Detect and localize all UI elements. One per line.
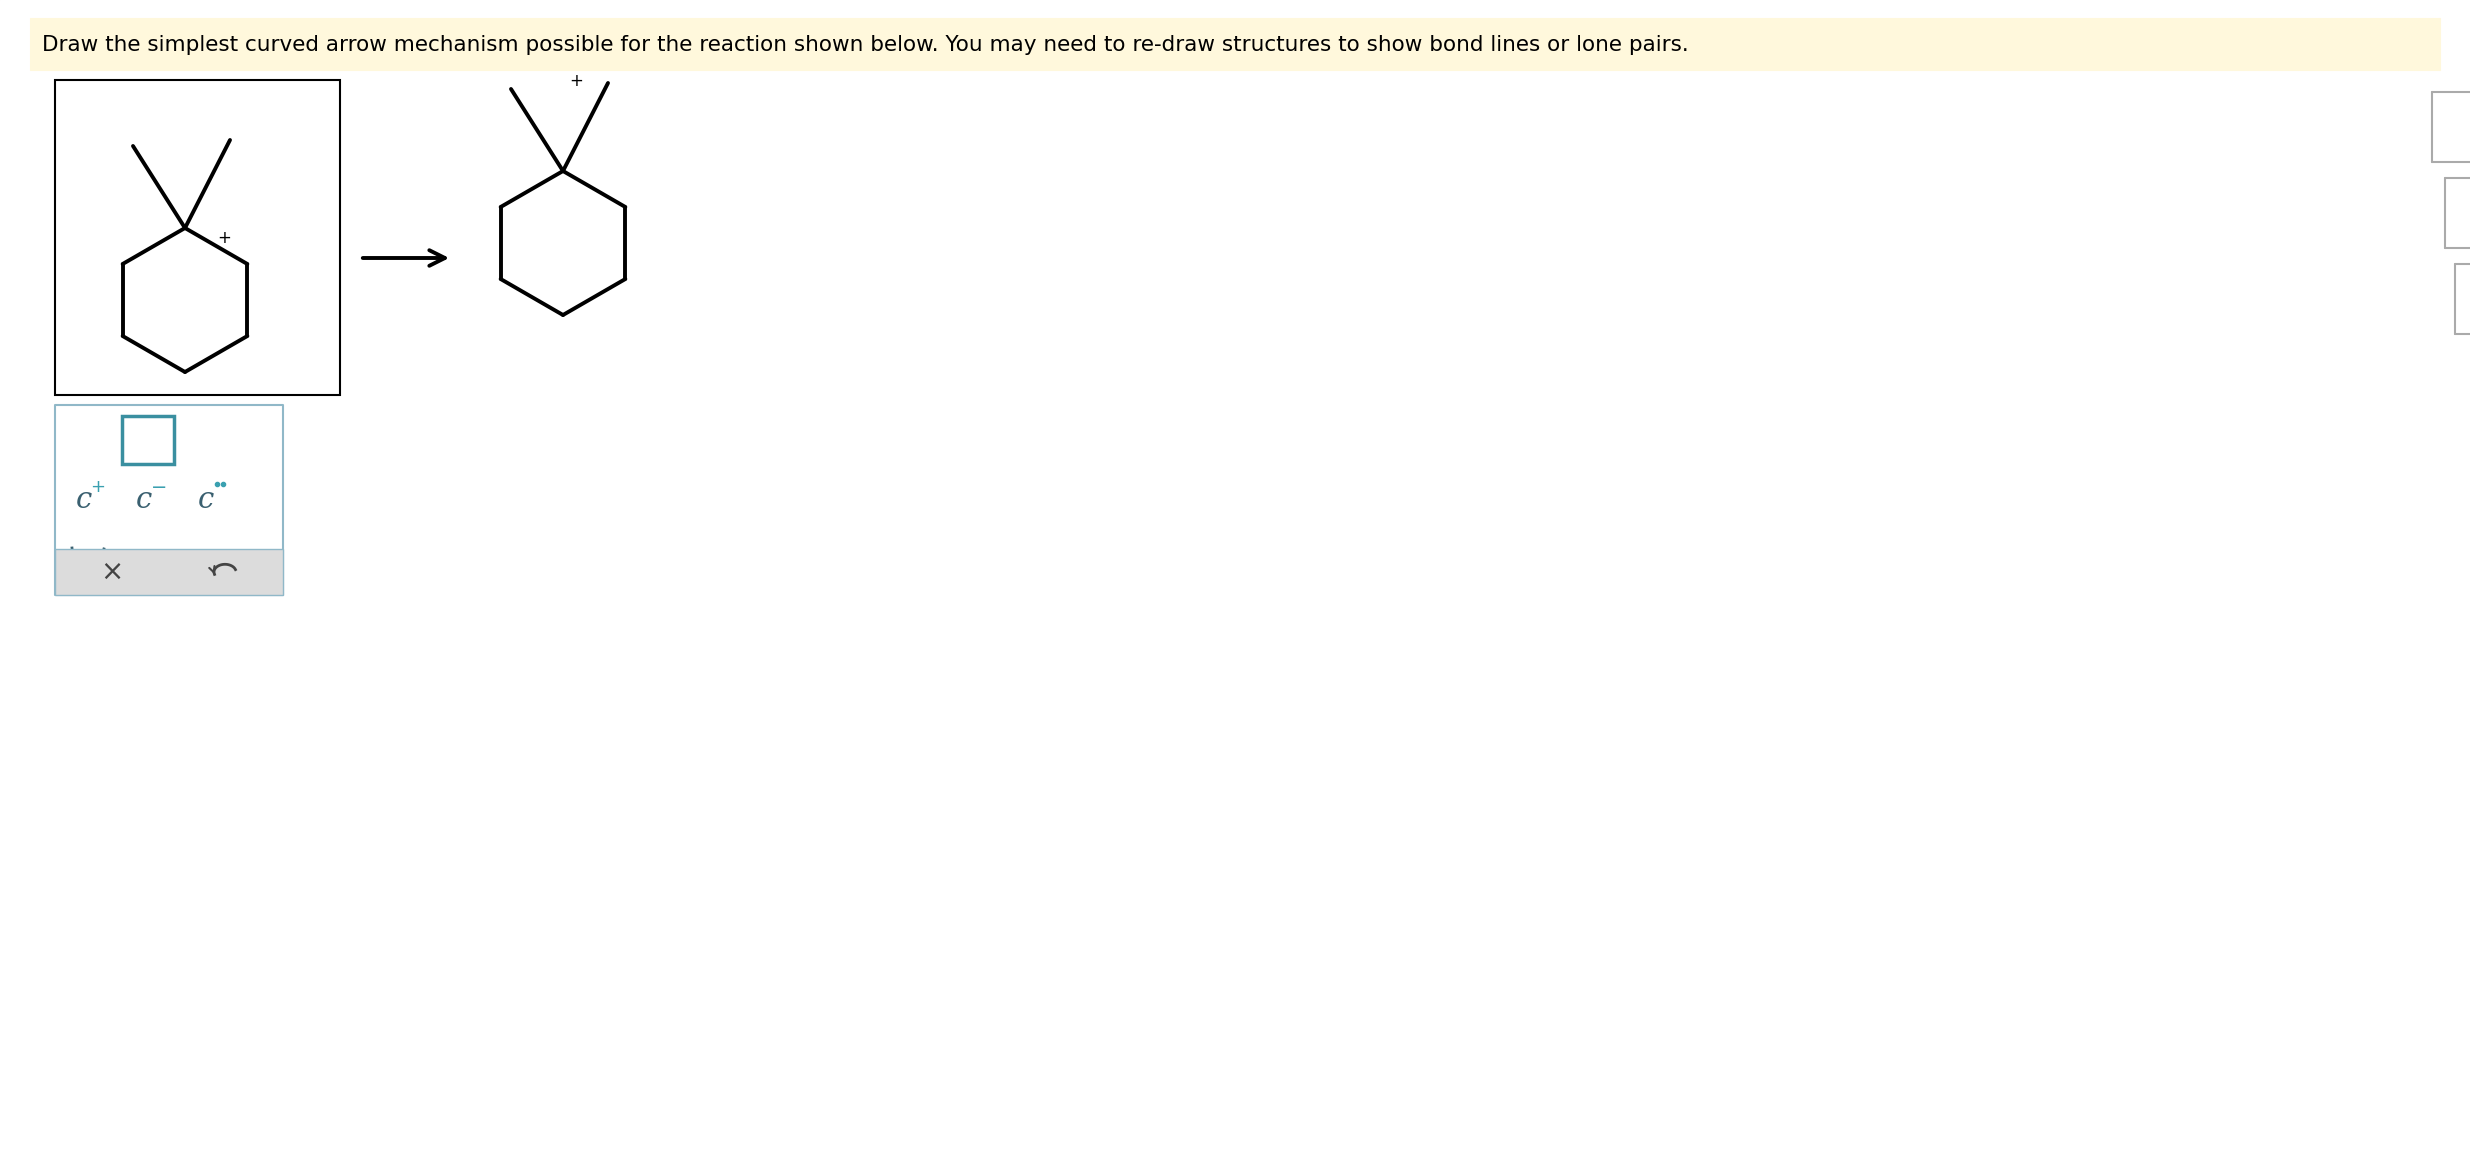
- Bar: [121, 416, 173, 464]
- Text: +: +: [217, 229, 230, 248]
- Text: c: c: [77, 486, 91, 514]
- Bar: [54, 548, 284, 595]
- Bar: [54, 406, 284, 595]
- Text: c: c: [198, 486, 215, 514]
- Text: c: c: [136, 486, 153, 514]
- Bar: [54, 80, 341, 395]
- Text: +: +: [91, 478, 106, 496]
- Text: −: −: [151, 478, 168, 496]
- Text: Draw the simplest curved arrow mechanism possible for the reaction shown below. : Draw the simplest curved arrow mechanism…: [42, 35, 1689, 55]
- Bar: [30, 17, 2440, 70]
- Text: ×: ×: [101, 558, 124, 586]
- Text: +: +: [568, 72, 583, 89]
